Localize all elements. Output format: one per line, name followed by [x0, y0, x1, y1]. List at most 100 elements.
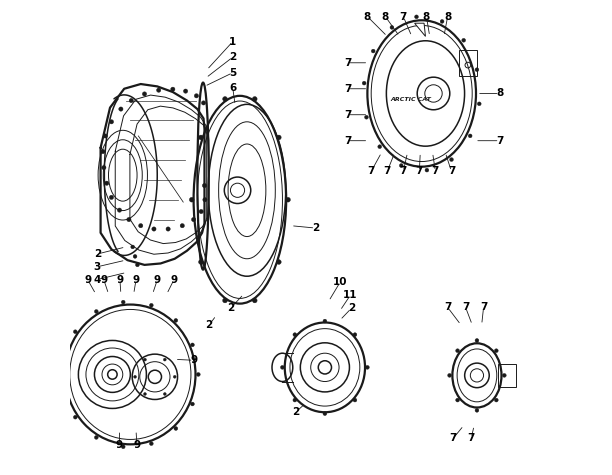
Text: 7: 7: [344, 58, 351, 68]
Circle shape: [110, 120, 114, 124]
Circle shape: [475, 339, 479, 342]
Circle shape: [475, 68, 479, 72]
Circle shape: [171, 87, 175, 91]
Text: 7: 7: [462, 303, 469, 313]
Circle shape: [286, 197, 290, 202]
Text: 9: 9: [132, 275, 140, 285]
Circle shape: [149, 304, 153, 307]
Circle shape: [174, 319, 177, 323]
Text: 8: 8: [496, 88, 503, 98]
Circle shape: [502, 373, 506, 377]
Circle shape: [425, 168, 429, 172]
Text: 2: 2: [292, 407, 299, 417]
Circle shape: [94, 436, 98, 439]
Text: 7: 7: [468, 433, 475, 443]
Circle shape: [102, 165, 106, 170]
Circle shape: [192, 218, 196, 222]
Text: 7: 7: [344, 84, 351, 94]
Text: 9: 9: [84, 275, 91, 285]
Text: 2: 2: [94, 249, 101, 259]
Circle shape: [293, 333, 297, 336]
Text: 7: 7: [444, 303, 452, 313]
Circle shape: [456, 398, 460, 402]
Circle shape: [323, 319, 327, 323]
Circle shape: [190, 402, 195, 406]
Circle shape: [103, 134, 108, 138]
Text: 9: 9: [154, 275, 161, 285]
Circle shape: [353, 398, 357, 402]
Circle shape: [277, 260, 281, 265]
Text: 4: 4: [94, 275, 101, 285]
Circle shape: [462, 38, 466, 42]
Circle shape: [174, 427, 177, 430]
Circle shape: [223, 96, 228, 101]
Text: 9: 9: [190, 355, 197, 365]
Circle shape: [173, 375, 176, 378]
Text: 2: 2: [348, 304, 355, 314]
Circle shape: [477, 102, 481, 106]
Circle shape: [198, 135, 203, 140]
Circle shape: [133, 255, 137, 258]
Circle shape: [293, 398, 297, 402]
Text: 3: 3: [94, 262, 101, 272]
Circle shape: [414, 15, 419, 19]
Text: 9: 9: [170, 275, 177, 285]
Text: 9: 9: [133, 440, 141, 450]
Circle shape: [223, 298, 228, 303]
Text: 7: 7: [496, 136, 503, 146]
Circle shape: [353, 333, 357, 336]
Circle shape: [365, 115, 368, 119]
Text: 7: 7: [384, 166, 391, 176]
Circle shape: [149, 442, 153, 446]
Text: 8: 8: [423, 11, 430, 21]
Text: 7: 7: [400, 166, 407, 176]
Circle shape: [323, 412, 327, 416]
Circle shape: [184, 89, 188, 93]
Circle shape: [280, 365, 285, 369]
Circle shape: [73, 415, 77, 419]
Circle shape: [468, 134, 472, 138]
Text: 7: 7: [416, 166, 423, 176]
Circle shape: [475, 408, 479, 412]
Text: 7: 7: [448, 166, 455, 176]
Text: 7: 7: [450, 433, 457, 443]
Circle shape: [362, 81, 366, 85]
Circle shape: [163, 392, 166, 395]
Circle shape: [252, 298, 257, 303]
Circle shape: [198, 260, 203, 265]
Text: 7: 7: [431, 166, 439, 176]
Text: 9: 9: [116, 440, 123, 450]
Circle shape: [131, 245, 135, 249]
Text: 10: 10: [333, 277, 347, 287]
Circle shape: [73, 330, 77, 333]
Circle shape: [118, 208, 122, 212]
Circle shape: [400, 164, 403, 167]
Text: 8: 8: [382, 11, 389, 21]
Circle shape: [152, 227, 156, 231]
Circle shape: [166, 227, 170, 231]
Polygon shape: [414, 23, 425, 37]
Text: 7: 7: [400, 11, 407, 21]
Circle shape: [144, 392, 146, 395]
Text: 8: 8: [364, 11, 371, 21]
Circle shape: [450, 158, 453, 162]
Text: 2: 2: [227, 304, 234, 314]
Circle shape: [135, 263, 140, 267]
Text: 2: 2: [206, 320, 213, 330]
Circle shape: [119, 107, 123, 111]
Circle shape: [195, 94, 198, 98]
Circle shape: [133, 375, 136, 378]
Circle shape: [101, 150, 105, 154]
Text: 7: 7: [367, 166, 375, 176]
Circle shape: [447, 373, 452, 377]
Circle shape: [180, 224, 184, 228]
Circle shape: [143, 92, 147, 96]
Circle shape: [138, 224, 143, 228]
Circle shape: [189, 197, 194, 202]
Circle shape: [203, 183, 207, 188]
Text: 7: 7: [344, 110, 351, 120]
Circle shape: [440, 19, 444, 23]
Circle shape: [371, 49, 375, 53]
Circle shape: [110, 195, 114, 200]
Circle shape: [390, 26, 394, 29]
